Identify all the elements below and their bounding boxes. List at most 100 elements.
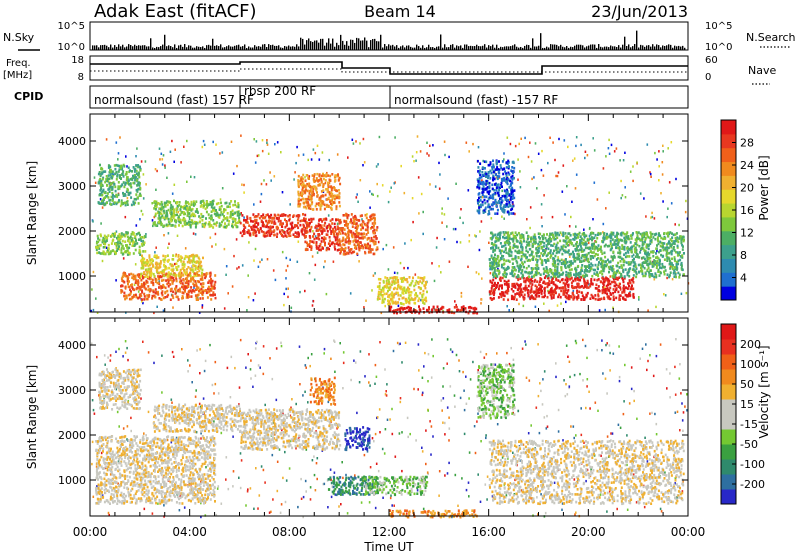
power-data-cell — [99, 252, 102, 255]
power-data-cell — [315, 245, 318, 248]
power-data-cell — [345, 213, 348, 216]
power-data-cell — [661, 262, 664, 266]
power-data-cell — [500, 295, 503, 299]
power-data-cell — [191, 261, 194, 264]
power-data-cell — [623, 298, 626, 301]
power-data-cell — [167, 200, 170, 203]
power-noise-cell — [188, 217, 191, 221]
power-data-cell — [183, 268, 185, 272]
power-noise-cell — [325, 292, 328, 296]
power-data-cell — [184, 219, 187, 223]
power-data-cell — [543, 287, 546, 291]
power-noise-cell — [171, 139, 173, 143]
power-data-cell — [120, 164, 123, 168]
power-noise-cell — [119, 136, 121, 139]
power-data-cell — [367, 231, 370, 234]
power-data-cell — [492, 250, 495, 254]
power-noise-cell — [115, 279, 117, 282]
power-data-cell — [168, 266, 171, 270]
power-noise-cell — [201, 304, 204, 307]
power-data-cell — [660, 266, 663, 270]
cpid-frame — [89, 85, 689, 109]
power-data-cell — [326, 224, 329, 228]
power-data-cell — [551, 244, 554, 247]
nsky-bar — [606, 46, 608, 50]
power-data-cell — [185, 205, 188, 208]
power-data-cell — [348, 237, 350, 240]
power-data-cell — [246, 231, 249, 234]
power-data-cell — [592, 232, 595, 235]
power-data-cell — [494, 276, 497, 280]
power-data-cell — [187, 220, 190, 224]
power-data-cell — [194, 268, 197, 271]
power-data-cell — [101, 252, 103, 255]
power-data-cell — [408, 309, 411, 312]
power-data-cell — [163, 203, 166, 207]
power-data-cell — [192, 257, 195, 261]
power-data-cell — [670, 252, 673, 256]
power-data-cell — [252, 213, 255, 216]
power-noise-cell — [193, 176, 196, 179]
nsky-bar — [332, 38, 334, 50]
power-data-cell — [495, 246, 498, 250]
power-noise-cell — [285, 256, 288, 260]
power-data-cell — [118, 199, 120, 202]
power-data-cell — [169, 211, 172, 214]
power-data-cell — [223, 217, 226, 220]
power-noise-cell — [584, 150, 587, 153]
power-data-cell — [129, 292, 132, 295]
power-data-cell — [126, 249, 129, 252]
power-data-cell — [552, 264, 555, 267]
power-noise-cell — [145, 233, 147, 236]
power-noise-cell — [375, 165, 378, 168]
power-data-cell — [501, 263, 503, 267]
power-data-cell — [141, 254, 143, 258]
power-data-cell — [286, 229, 289, 233]
power-noise-cell — [304, 289, 306, 293]
power-data-cell — [142, 250, 145, 253]
power-data-cell — [212, 294, 214, 297]
power-data-cell — [648, 272, 651, 276]
power-data-cell — [308, 218, 311, 222]
power-data-cell — [288, 219, 291, 222]
power-data-cell — [506, 283, 509, 287]
power-data-cell — [304, 188, 307, 191]
power-data-cell — [538, 294, 541, 298]
power-data-cell — [284, 214, 287, 217]
power-data-cell — [176, 295, 179, 299]
power-data-cell — [187, 293, 190, 297]
power-data-cell — [137, 279, 140, 282]
power-data-cell — [118, 176, 121, 179]
power-data-cell — [229, 215, 232, 218]
power-data-cell — [507, 231, 510, 234]
power-data-cell — [469, 305, 471, 309]
power-data-cell — [109, 203, 112, 206]
power-noise-cell — [636, 161, 638, 164]
power-data-cell — [309, 204, 312, 207]
power-noise-cell — [299, 290, 301, 294]
power-data-cell — [120, 243, 123, 246]
power-data-cell — [158, 211, 161, 214]
power-data-cell — [551, 292, 554, 296]
power-data-cell — [320, 190, 323, 193]
power-noise-cell — [438, 265, 440, 268]
power-data-cell — [210, 287, 213, 291]
power-data-cell — [431, 308, 434, 311]
power-data-cell — [358, 248, 361, 252]
power-data-cell — [213, 222, 216, 226]
power-data-cell — [318, 174, 321, 178]
nsky-bar — [568, 47, 570, 50]
power-data-cell — [380, 288, 383, 292]
power-noise-cell — [428, 154, 430, 157]
power-data-cell — [651, 265, 654, 268]
power-data-cell — [140, 242, 143, 246]
power-data-cell — [226, 216, 229, 220]
power-data-cell — [377, 277, 380, 281]
power-data-cell — [552, 233, 555, 237]
power-data-cell — [214, 293, 216, 296]
power-data-cell — [369, 227, 372, 230]
power-noise-cell — [190, 175, 192, 178]
power-data-cell — [508, 234, 511, 237]
power-noise-cell — [193, 286, 195, 289]
nsky-bar — [576, 44, 578, 50]
